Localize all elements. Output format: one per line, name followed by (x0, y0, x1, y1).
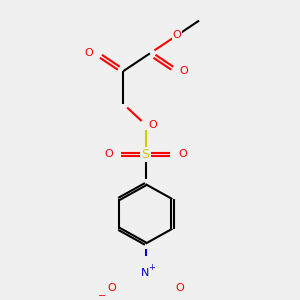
Text: O: O (172, 31, 181, 40)
Text: +: + (148, 263, 155, 272)
Text: O: O (107, 283, 116, 293)
Text: O: O (180, 66, 189, 76)
Text: O: O (85, 48, 93, 58)
Text: O: O (104, 149, 113, 159)
Text: −: − (98, 291, 106, 300)
Text: O: O (176, 283, 184, 293)
Text: S: S (142, 148, 149, 161)
Text: O: O (148, 120, 157, 130)
Text: N: N (141, 268, 150, 278)
Text: O: O (178, 149, 187, 159)
